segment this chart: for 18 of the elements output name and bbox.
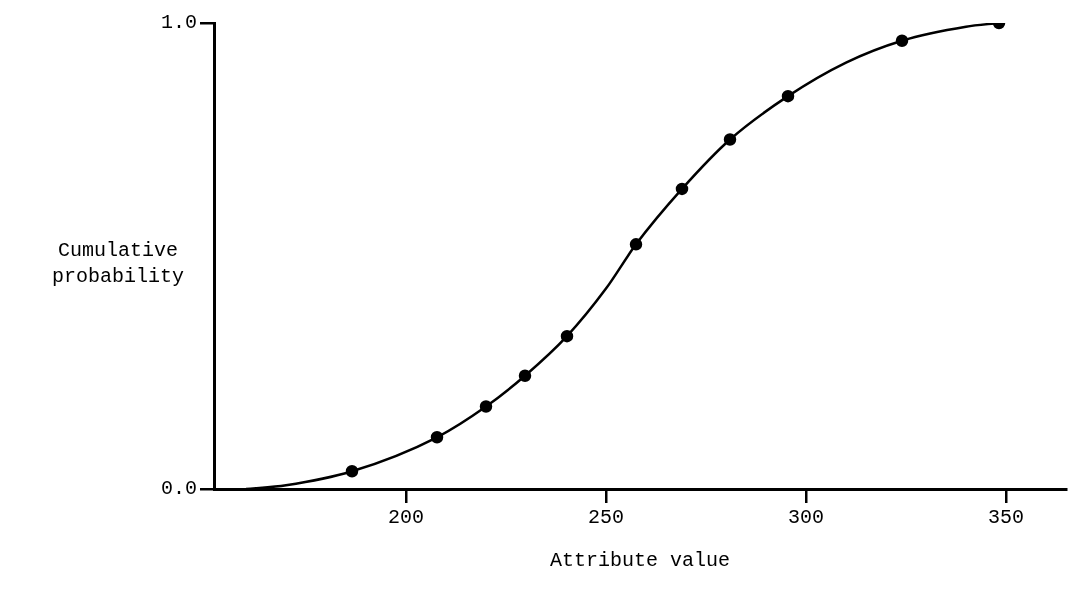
y-axis-title: Cumulative probability <box>51 238 185 290</box>
x-tick-label: 300 <box>787 506 825 530</box>
x-tick-label: 250 <box>588 506 625 530</box>
point <box>345 465 359 478</box>
point <box>629 238 643 251</box>
y-tick-label: 1.0 <box>160 11 198 35</box>
y-tick-label: 0.0 <box>160 477 198 501</box>
point <box>675 182 689 196</box>
x-axis-title: Attribute value <box>549 549 731 573</box>
x-tick-label: 200 <box>388 506 425 530</box>
point <box>560 329 574 343</box>
point <box>895 34 909 47</box>
point <box>518 369 532 383</box>
x-tick-label: 350 <box>987 506 1025 530</box>
point <box>723 133 737 146</box>
point <box>781 89 795 103</box>
point <box>430 431 444 444</box>
point <box>479 400 493 413</box>
